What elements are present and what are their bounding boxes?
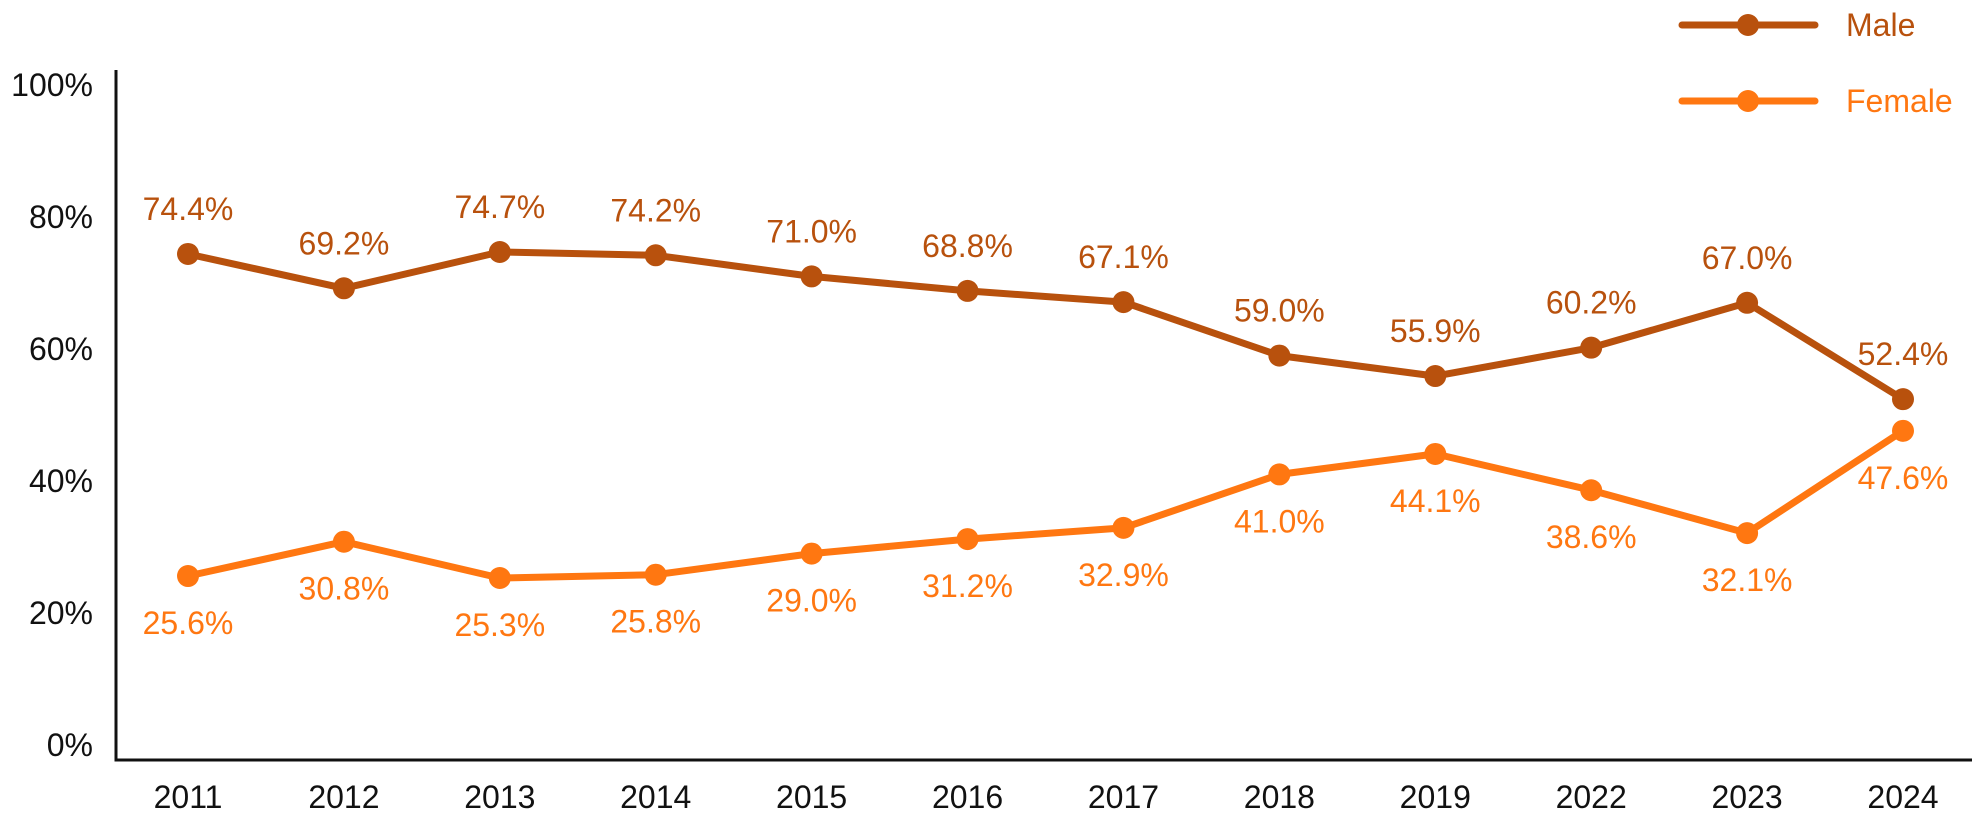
x-tick-label: 2011 [154,779,223,815]
data-point [1892,419,1914,442]
legend-item-female: Female [1678,83,1953,119]
data-point [1268,344,1291,367]
series: 74.4% 69.2% 74.7% 74.2% 71.0% 68.8% 67.1% 59.0%… [143,189,1949,643]
y-tick-label: 100% [11,67,93,103]
x-tick-label: 2022 [1556,779,1627,815]
x-tick-label: 2015 [776,779,847,815]
x-tick-label: 2024 [1867,779,1938,815]
data-label: 67.0% [1702,240,1793,276]
data-label: 38.6% [1546,519,1637,555]
x-axis-ticks: 2011 2012 2013 2014 2015 2016 2017 2018 2019 2022… [154,779,1939,815]
data-point [1112,291,1135,314]
y-tick-label: 60% [29,331,93,367]
data-point [800,265,823,288]
data-point [1892,388,1914,411]
legend: Male Female [1678,7,1953,119]
data-point [488,567,511,590]
data-label: 25.3% [454,607,545,643]
data-label: 25.6% [143,605,234,641]
axes [114,70,1972,762]
series-male: 74.4% 69.2% 74.7% 74.2% 71.0% 68.8% 67.1% 59.0%… [143,189,1949,411]
data-label: 30.8% [299,571,390,607]
y-tick-label: 0% [47,727,93,763]
x-tick-label: 2012 [308,779,379,815]
data-point [1736,522,1759,545]
y-tick-label: 20% [29,595,93,631]
legend-item-male: Male [1678,7,1915,43]
x-tick-label: 2017 [1088,779,1159,815]
y-tick-label: 40% [29,463,93,499]
x-tick-label: 2018 [1244,779,1315,815]
data-point [1424,442,1447,465]
series-female: 25.6% 30.8% 25.3% 25.8% 29.0% 31.2% 32.9% 41.0%… [143,419,1949,643]
data-label: 69.2% [299,225,390,261]
data-label: 74.2% [610,192,701,228]
series-line-male [184,248,1907,403]
data-point [1580,336,1603,359]
data-label: 41.0% [1234,503,1325,539]
data-point [1580,479,1603,502]
data-label: 60.2% [1546,285,1637,321]
data-label: 32.9% [1078,557,1169,593]
legend-swatch-marker [1737,14,1759,36]
data-point [644,244,667,267]
legend-label: Female [1846,83,1953,119]
data-label: 25.8% [610,604,701,640]
x-tick-label: 2013 [464,779,535,815]
data-label: 74.7% [454,189,545,225]
series-line-female [184,427,1907,582]
data-point [1424,365,1447,388]
data-point [800,542,823,565]
legend-label: Male [1846,7,1915,43]
data-label: 71.0% [766,213,857,249]
data-label: 68.8% [922,228,1013,264]
data-label: 32.1% [1702,562,1793,598]
x-tick-label: 2023 [1711,779,1782,815]
legend-swatch-marker [1737,90,1759,112]
data-point [1736,291,1759,314]
y-axis-ticks: 0% 20% 40% 60% 80% 100% [11,67,93,763]
data-point [956,279,979,302]
data-label: 31.2% [922,568,1013,604]
data-point [332,277,355,300]
data-point [177,242,199,265]
data-label: 44.1% [1390,483,1481,519]
data-label: 59.0% [1234,293,1325,329]
data-point [488,240,511,263]
data-label: 47.6% [1858,460,1949,496]
data-label: 55.9% [1390,313,1481,349]
x-tick-label: 2019 [1400,779,1471,815]
y-tick-label: 80% [29,199,93,235]
data-point [332,530,355,553]
data-point [1112,516,1135,539]
data-label: 67.1% [1078,239,1169,275]
data-label: 52.4% [1858,336,1949,372]
data-point [177,565,199,588]
data-label: 29.0% [766,583,857,619]
data-point [1268,463,1291,486]
x-tick-label: 2014 [620,779,691,815]
x-tick-label: 2016 [932,779,1003,815]
data-point [644,563,667,586]
data-label: 74.4% [143,191,234,227]
data-point [956,528,979,551]
